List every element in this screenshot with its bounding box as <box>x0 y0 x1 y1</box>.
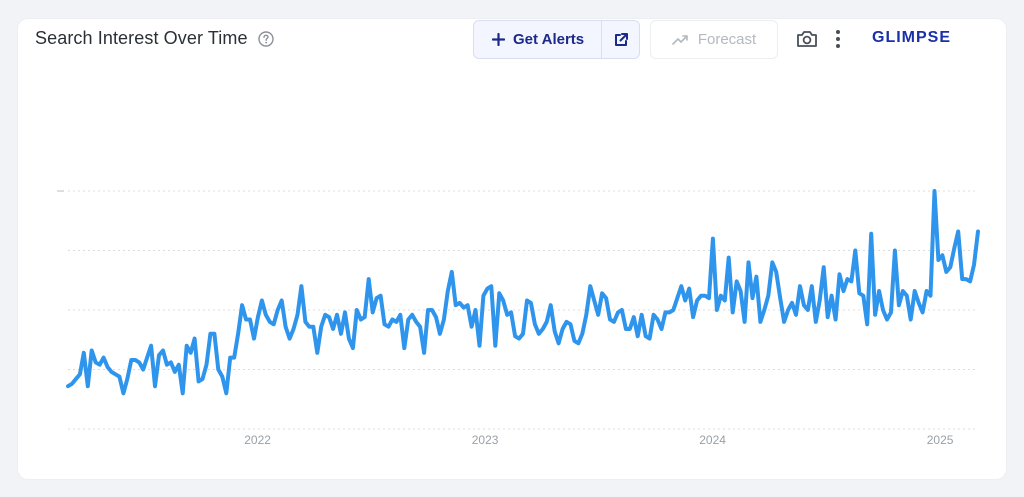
camera-icon[interactable] <box>796 30 818 48</box>
help-circle-icon[interactable] <box>257 30 274 47</box>
external-link-icon <box>614 32 628 46</box>
forecast-label: Forecast <box>697 31 757 48</box>
chart-card <box>18 19 1006 479</box>
get-alerts-label: Get Alerts <box>513 31 585 48</box>
open-external-button[interactable] <box>602 21 639 58</box>
title-row: Search Interest Over Time <box>35 28 274 49</box>
alerts-button-group: Get Alerts <box>473 20 641 59</box>
more-vertical-icon[interactable] <box>834 29 842 49</box>
plus-icon <box>492 33 505 46</box>
brand-logo: GLIMPSE <box>872 29 952 46</box>
chart-title: Search Interest Over Time <box>35 28 248 48</box>
forecast-button[interactable]: Forecast <box>650 20 778 59</box>
get-alerts-button[interactable]: Get Alerts <box>474 21 603 58</box>
trend-up-icon <box>672 34 688 45</box>
